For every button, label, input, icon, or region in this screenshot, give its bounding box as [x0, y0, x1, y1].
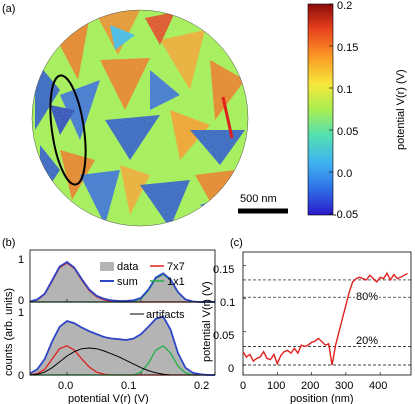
line-profile-marker	[221, 96, 234, 139]
legend-top: data 7x7 sum 1x1	[100, 261, 185, 288]
colorbar-tick-label: 0.2	[337, 0, 352, 12]
series-sum-line	[29, 260, 215, 303]
b-xtick-label: 0.1	[121, 380, 136, 392]
profile-line	[242, 271, 408, 366]
line-profile-plot	[242, 264, 411, 375]
region-ellipse	[49, 74, 87, 186]
c-yaxis-label: potential V(r) (V)	[201, 281, 213, 362]
colorbar-ticks	[329, 3, 333, 215]
legend-swatch-data	[100, 262, 114, 271]
colorbar-tick-label: 0.15	[337, 42, 358, 54]
b-xtick-label: 0.0	[58, 380, 73, 392]
legend-label: artifacts	[146, 309, 185, 321]
legend-label: 1x1	[167, 276, 185, 288]
panel-c-label: (c)	[230, 237, 243, 249]
c-ytick-label: 0.1	[220, 297, 235, 309]
b-xtick-label: 0.2	[194, 380, 209, 392]
panel-b-label: (b)	[2, 237, 15, 249]
legend-bottom: artifacts	[130, 309, 185, 321]
c-xtick-label: 200	[301, 380, 319, 392]
histogram-bottom-frame	[29, 301, 216, 376]
panel-a-label: (a)	[2, 3, 15, 15]
c-ytick-label: 0.05	[213, 330, 234, 342]
colorbar-tick-label: -0.05	[333, 209, 358, 221]
legend-label: 7x7	[167, 261, 185, 273]
colorbar-tick-label: 0.05	[337, 126, 358, 138]
series-sum-line	[29, 315, 215, 376]
annotation-20: 20%	[356, 335, 378, 347]
c-xtick-label: 400	[369, 380, 387, 392]
legend-label: data	[117, 261, 139, 273]
colorbar-tick-label: 0.0	[337, 168, 352, 180]
c-ytick-label: 0	[228, 363, 234, 375]
b-ytick-label: 0	[18, 370, 24, 382]
c-xtick-label: 100	[267, 380, 285, 392]
c-xtick-label: 300	[335, 380, 353, 392]
histogram-bottom	[29, 315, 216, 376]
line-plot-frame	[242, 251, 412, 376]
c-ytick-label: 0.15	[213, 264, 234, 276]
colorbar	[307, 3, 334, 216]
c-xaxis-label: position (nm)	[290, 393, 354, 404]
colorbar-label: potential V(r) (V)	[395, 69, 407, 150]
b-yaxis-label: counts (arb. units)	[3, 288, 15, 376]
b-ytick-label: 1	[18, 307, 24, 319]
scale-bar-label: 500 nm	[240, 193, 277, 205]
potential-map	[32, 10, 248, 226]
b-ytick-label: 0	[18, 295, 24, 307]
b-ytick-label: 1	[18, 254, 24, 266]
colorbar-tick-label: 0.1	[337, 84, 352, 96]
map-border	[31, 9, 249, 227]
c-xtick-label: 0	[240, 380, 246, 392]
annotation-80: 80%	[356, 291, 378, 303]
legend-label: sum	[117, 276, 138, 288]
b-xaxis-label: potential V(r) (V)	[68, 393, 149, 404]
series-data-area	[30, 316, 215, 375]
